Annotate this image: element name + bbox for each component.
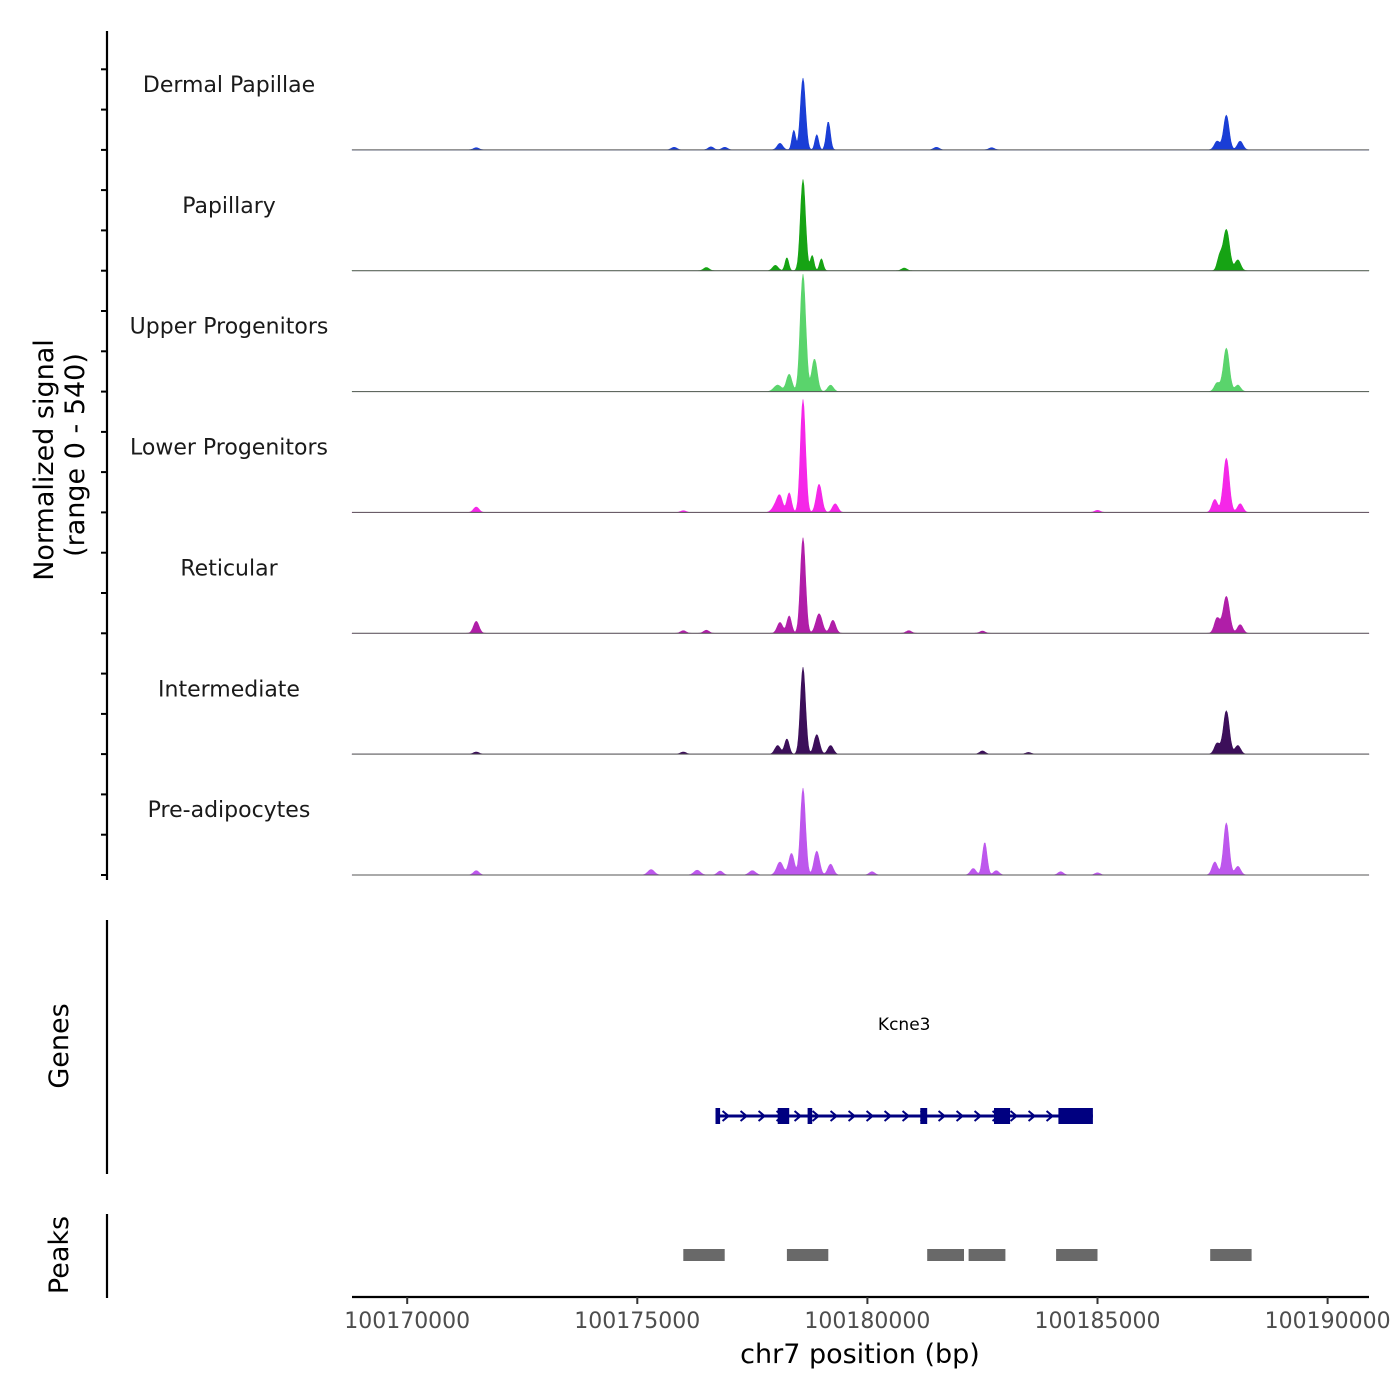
track-label-dermal-papillae: Dermal Papillae (143, 73, 315, 98)
strand-arrow-icon (973, 1110, 983, 1122)
track-reticular: Reticular (180, 537, 1370, 634)
x-axis-title: chr7 position (bp) (740, 1339, 980, 1370)
peaks-track (683, 1249, 1252, 1261)
coverage-area-dermal-papillae (351, 77, 1370, 151)
peak-region (927, 1249, 964, 1261)
strand-arrow-icon (1045, 1110, 1055, 1122)
strand-arrow-icon (883, 1110, 893, 1122)
x-tick-label: 100180000 (804, 1309, 930, 1334)
gene-exon (777, 1108, 790, 1124)
x-tick-label: 100175000 (574, 1309, 700, 1334)
gene-exon (920, 1108, 928, 1124)
y-axis-title-line1: Normalized signal (29, 339, 60, 581)
strand-arrow-icon (901, 1110, 911, 1122)
strand-arrow-icon (937, 1110, 947, 1122)
genes-track-title: Genes (44, 1003, 75, 1088)
track-label-lower-progenitors: Lower Progenitors (130, 436, 328, 461)
y-axis-title-line2: (range 0 - 540) (60, 353, 91, 557)
x-tick-label: 100185000 (1035, 1309, 1161, 1334)
gene-annotation-track (715, 1108, 1093, 1124)
x-tick-label: 100170000 (344, 1309, 470, 1334)
gene-exon (807, 1108, 813, 1124)
strand-arrow-icon (847, 1110, 857, 1122)
gene-exon (715, 1108, 721, 1124)
track-label-pre-adipocytes: Pre-adipocytes (148, 798, 311, 823)
strand-arrow-icon (865, 1110, 875, 1122)
track-intermediate: Intermediate (158, 667, 1370, 755)
coverage-tracks: Dermal Papillae Papillary Upper Progenitor… (130, 73, 1370, 876)
track-lower-progenitors: Lower Progenitors (130, 399, 1370, 513)
coverage-area-reticular (351, 537, 1370, 634)
peak-region (683, 1249, 725, 1261)
track-dermal-papillae: Dermal Papillae (143, 73, 1370, 151)
track-upper-progenitors: Upper Progenitors (130, 274, 1370, 393)
coverage-area-pre-adipocytes (351, 787, 1370, 876)
peak-region (1210, 1249, 1252, 1261)
x-axis-ticks: 100170000 100175000 100180000 100185000 1001… (344, 1297, 1391, 1334)
coverage-area-intermediate (351, 667, 1370, 755)
coverage-y-axis (101, 31, 109, 880)
strand-arrow-icon (793, 1110, 803, 1122)
strand-arrow-icon (721, 1110, 731, 1122)
strand-arrow-icon (1009, 1110, 1019, 1122)
strand-arrow-icon (811, 1110, 821, 1122)
track-papillary: Papillary (182, 179, 1370, 272)
peak-region (786, 1249, 829, 1261)
coverage-area-lower-progenitors (351, 399, 1370, 513)
track-label-reticular: Reticular (180, 556, 278, 581)
strand-arrow-icon (1027, 1110, 1037, 1122)
track-label-intermediate: Intermediate (158, 677, 300, 702)
coverage-area-upper-progenitors (351, 274, 1370, 392)
track-pre-adipocytes: Pre-adipocytes (148, 787, 1370, 876)
track-label-papillary: Papillary (182, 194, 276, 219)
gene-exon (1058, 1108, 1093, 1124)
strand-arrow-icon (757, 1110, 767, 1122)
strand-arrow-icon (829, 1110, 839, 1122)
peak-region (968, 1249, 1006, 1261)
strand-arrow-icon (739, 1110, 749, 1122)
track-label-upper-progenitors: Upper Progenitors (130, 315, 329, 340)
coverage-area-papillary (351, 179, 1370, 271)
peaks-track-title: Peaks (44, 1216, 75, 1294)
gene-name-label: Kcne3 (878, 1015, 931, 1035)
strand-arrow-icon (955, 1110, 965, 1122)
gene-exon (994, 1108, 1011, 1124)
peak-region (1056, 1249, 1098, 1261)
x-tick-label: 100190000 (1265, 1309, 1391, 1334)
